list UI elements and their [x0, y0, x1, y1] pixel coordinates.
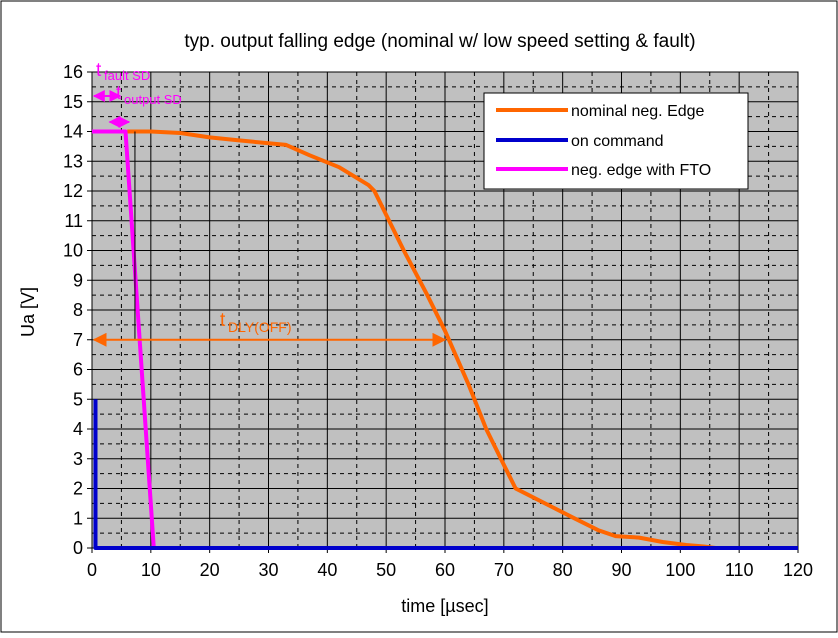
grid	[92, 72, 798, 548]
x-tick-label: 10	[141, 560, 161, 580]
x-axis-ticks: 0 10 20 30 40 50 60 70 80 90 100 110 120	[87, 548, 813, 580]
x-tick-label: 90	[611, 560, 631, 580]
fault-sd-label: t	[96, 60, 102, 81]
y-tick-label: 12	[63, 181, 83, 201]
output-sd-label: t	[116, 83, 122, 104]
y-tick-label: 4	[73, 419, 83, 439]
y-tick-label: 16	[63, 62, 83, 82]
y-tick-label: 8	[73, 300, 83, 320]
x-tick-label: 30	[258, 560, 278, 580]
legend-label-command: on command	[571, 133, 664, 150]
series-nominal-line	[127, 129, 716, 550]
x-tick-label: 20	[200, 560, 220, 580]
dly-off-subscript: DLY(OFF)	[228, 319, 292, 335]
annotations: t fault SDt output SDt DLY(OFF)	[92, 60, 447, 347]
dly-off-label: t	[220, 310, 226, 331]
x-tick-label: 120	[783, 560, 813, 580]
x-tick-label: 100	[665, 560, 695, 580]
chart-title: typ. output falling edge (nominal w/ low…	[184, 31, 695, 52]
y-tick-label: 11	[64, 211, 83, 231]
x-tick-label: 40	[317, 560, 337, 580]
y-tick-label: 6	[73, 360, 83, 380]
y-tick-label: 15	[63, 92, 83, 112]
y-tick-label: 9	[73, 270, 83, 290]
y-tick-label: 13	[63, 151, 83, 171]
series-command-line	[93, 399, 798, 550]
x-axis-label: time [µsec]	[401, 596, 488, 616]
y-tick-label: 5	[73, 389, 83, 409]
y-tick-label: 0	[73, 538, 83, 558]
x-tick-label: 50	[376, 560, 396, 580]
y-tick-label: 2	[73, 479, 83, 499]
legend-label-nominal: nominal neg. Edge	[571, 103, 705, 120]
output-sd-subscript: output SD	[124, 92, 182, 107]
y-tick-label: 7	[73, 330, 83, 350]
x-tick-label: 60	[435, 560, 455, 580]
fault-sd-subscript: fault SD	[104, 68, 150, 83]
y-tick-label: 10	[63, 241, 83, 261]
legend-label-fto: neg. edge with FTO	[571, 162, 711, 179]
x-tick-label: 110	[725, 560, 754, 580]
y-tick-label: 14	[63, 122, 83, 142]
x-tick-label: 70	[494, 560, 514, 580]
y-tick-label: 1	[73, 508, 83, 528]
legend: nominal neg. Edge on command neg. edge w…	[483, 92, 749, 190]
x-tick-label: 0	[87, 560, 97, 580]
y-axis-label: Ua [V]	[18, 287, 38, 337]
y-tick-label: 3	[73, 449, 83, 469]
x-tick-label: 80	[553, 560, 573, 580]
